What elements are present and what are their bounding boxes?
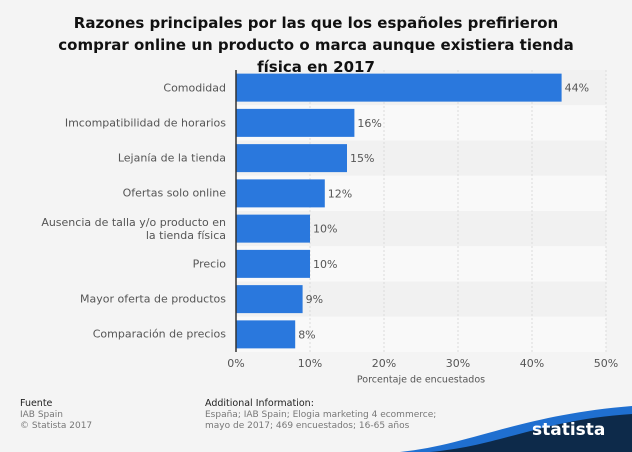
y-tick-label: Imcompatibilidad de horarios (64, 116, 226, 130)
x-axis-label: Porcentaje de encuestados (357, 375, 485, 386)
bar (236, 249, 310, 278)
bar (236, 144, 347, 173)
x-tick-label: 0% (227, 357, 244, 370)
bar (236, 108, 355, 137)
value-label: 44% (565, 82, 589, 95)
bar (236, 214, 310, 243)
value-label: 8% (298, 328, 315, 341)
info-heading: Additional Information: (205, 398, 314, 409)
x-tick-label: 10% (298, 357, 322, 370)
logo: statista (532, 420, 606, 440)
value-label: 10% (313, 258, 337, 271)
chart-title: Razones principales por las que los espa… (58, 14, 574, 76)
bar (236, 179, 325, 208)
y-tick-label: Ausencia de talla y/o producto en la tie… (41, 215, 226, 242)
value-label: 10% (313, 223, 337, 236)
y-tick-label: Ofertas solo online (122, 186, 226, 200)
footer-swoosh (430, 414, 632, 452)
bar (236, 320, 296, 349)
x-tick-label: 20% (372, 357, 396, 370)
x-tick-label: 30% (446, 357, 470, 370)
y-tick-label: Comodidad (163, 81, 226, 95)
value-label: 15% (350, 152, 374, 165)
row-stripe (236, 316, 606, 352)
source: IAB Spain (20, 410, 63, 420)
value-label: 16% (357, 117, 381, 130)
bar (236, 73, 562, 102)
x-tick-label: 40% (520, 357, 544, 370)
info: España; IAB Spain; Elogia marketing 4 ec… (205, 410, 437, 431)
y-tick-label: Mayor oferta de productos (80, 292, 226, 306)
y-tick-label: Comparación de precios (92, 327, 226, 341)
value-label: 12% (328, 187, 352, 200)
y-tick-label: Precio (192, 257, 226, 271)
copyright: © Statista 2017 (20, 421, 93, 431)
source-heading: Fuente (20, 398, 53, 409)
value-label: 9% (306, 293, 323, 306)
x-tick-label: 50% (594, 357, 618, 370)
y-tick-label: Lejanía de la tienda (117, 151, 226, 165)
bar (236, 285, 303, 314)
